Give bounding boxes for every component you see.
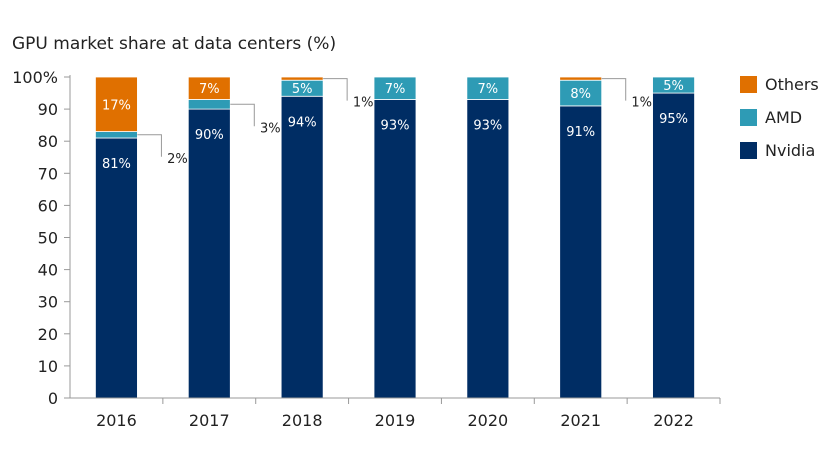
leader-line xyxy=(601,78,627,101)
bar-segment-others xyxy=(559,76,603,81)
leader-line xyxy=(230,103,255,127)
x-tick-label: 2022 xyxy=(653,411,694,430)
chart-title: GPU market share at data centers (%) xyxy=(12,34,336,54)
bar-segment-others xyxy=(187,76,231,100)
bar-segment-nvidia xyxy=(280,95,324,399)
y-tick-label: 40 xyxy=(38,261,58,280)
y-tick-label: 100% xyxy=(12,68,58,87)
bar-segment-amd xyxy=(187,99,231,110)
x-tick-label: 2020 xyxy=(467,411,508,430)
legend-label-others: Others xyxy=(765,75,819,94)
bar-segment-nvidia xyxy=(95,137,138,399)
data-label: 7% xyxy=(478,82,499,97)
leader-line xyxy=(323,78,348,101)
bar-segment-amd xyxy=(466,76,510,100)
legend-swatch-nvidia xyxy=(740,142,757,159)
y-tick-label: 50 xyxy=(38,229,58,248)
data-label: 2% xyxy=(167,152,188,167)
y-tick-label: 30 xyxy=(38,293,58,312)
bar-segment-nvidia xyxy=(559,105,603,399)
legend-swatch-others xyxy=(740,76,757,93)
bar-segment-amd xyxy=(95,131,138,139)
y-tick-label: 90 xyxy=(38,100,58,119)
data-label: 81% xyxy=(102,157,131,172)
bar-segment-nvidia xyxy=(373,99,417,399)
bar-segment-amd xyxy=(652,76,695,94)
data-label: 3% xyxy=(260,121,281,136)
data-label: 1% xyxy=(631,96,652,111)
legend-label-nvidia: Nvidia xyxy=(765,141,815,160)
y-tick-label: 10 xyxy=(38,357,58,376)
data-label: 5% xyxy=(663,79,684,94)
legend-label-amd: AMD xyxy=(765,108,802,127)
y-tick-label: 70 xyxy=(38,164,58,183)
data-labels: 81% 2% 17% 90% 3% 7% 94% 5% 1% 93% 7% 93% 7% 91% 8% 1% 9… xyxy=(102,78,688,172)
y-tick-label: 20 xyxy=(38,325,58,344)
data-label: 90% xyxy=(195,128,224,143)
data-label: 95% xyxy=(659,112,688,127)
bar-segment-nvidia xyxy=(466,99,510,399)
data-label: 93% xyxy=(473,118,502,133)
data-label: 91% xyxy=(566,125,595,140)
bar-segment-nvidia xyxy=(187,108,231,399)
bars xyxy=(95,76,695,399)
legend: Others AMD Nvidia xyxy=(740,75,819,160)
data-label: 1% xyxy=(353,96,374,111)
x-axis: 2016 2017 2018 2019 2020 2021 2022 xyxy=(70,397,721,430)
leader-line xyxy=(137,134,162,157)
data-label: 8% xyxy=(570,87,591,102)
data-label: 93% xyxy=(381,118,410,133)
y-tick-label: 80 xyxy=(38,132,58,151)
y-tick-label: 60 xyxy=(38,196,58,215)
x-tick-label: 2016 xyxy=(96,411,137,430)
data-label: 5% xyxy=(292,82,313,97)
data-label: 7% xyxy=(385,82,406,97)
x-tick-label: 2019 xyxy=(375,411,416,430)
bar-segment-nvidia xyxy=(652,92,695,399)
legend-swatch-amd xyxy=(740,109,757,126)
y-axis: 0 10 20 30 40 50 60 70 80 90 100% xyxy=(12,68,71,408)
data-label: 7% xyxy=(199,82,220,97)
bar-segment-amd xyxy=(373,76,417,100)
data-label: 17% xyxy=(102,98,131,113)
bar-segment-others xyxy=(280,76,324,81)
y-tick-label: 0 xyxy=(48,389,58,408)
data-label: 94% xyxy=(288,115,317,130)
bar-segment-others xyxy=(95,76,138,132)
x-tick-label: 2021 xyxy=(560,411,601,430)
x-tick-label: 2018 xyxy=(282,411,323,430)
x-tick-label: 2017 xyxy=(189,411,230,430)
